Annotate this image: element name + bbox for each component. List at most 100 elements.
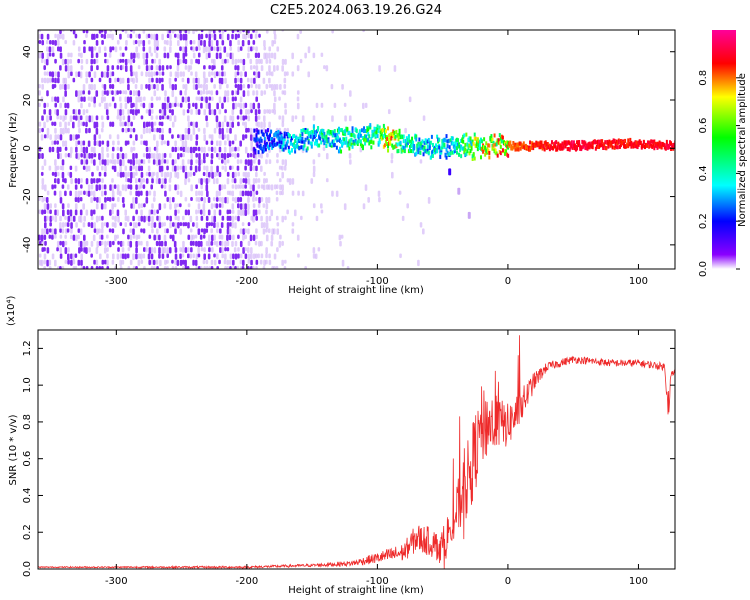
spectrogram-noise-cell — [208, 222, 211, 227]
spectrogram-noise-cell — [278, 96, 281, 101]
spectrogram-signal-cell — [342, 141, 345, 146]
spectrogram-noise-cell — [150, 115, 154, 121]
spectrogram-noise-cell — [124, 165, 128, 171]
spectrogram-noise-cell — [64, 83, 67, 91]
spectrogram-signal-cell — [518, 141, 521, 146]
spectrogram-noise-cell — [90, 184, 94, 190]
spectrogram-signal-cell — [270, 129, 273, 134]
spectrogram-noise-cell — [228, 140, 232, 147]
spectrogram-noise-cell — [160, 140, 164, 146]
spectrogram-noise-cell — [158, 134, 162, 140]
spectrogram-signal-cell — [313, 130, 316, 135]
spectrogram-noise-cell — [232, 234, 235, 241]
spectrogram-noise-cell — [239, 46, 243, 51]
spectrogram-noise-cell — [223, 46, 227, 53]
spectrogram-noise-cell — [218, 190, 221, 197]
spectrogram-noise-cell — [179, 228, 183, 235]
spectrogram-signal-cell — [313, 141, 316, 146]
spectrogram-signal-cell — [277, 136, 280, 141]
spectrogram-noise-cell — [221, 159, 224, 164]
spectrogram-noise-cell — [83, 234, 86, 241]
spectrogram-noise-cell — [221, 196, 224, 204]
spectrogram-noise-cell — [88, 153, 91, 159]
spectrogram-signal-cell — [445, 155, 448, 160]
spectrogram-noise-cell — [148, 247, 152, 254]
spectrogram-noise-cell — [186, 109, 190, 114]
spectrogram-noise-cell — [234, 222, 237, 229]
spectrogram-noise-cell — [90, 178, 94, 185]
spectrogram-signal-cell — [468, 143, 471, 148]
spectrogram-noise-cell — [158, 121, 162, 126]
spectrogram-noise-cell — [48, 109, 52, 116]
spectrogram-noise-cell — [281, 165, 284, 171]
spectrogram-noise-cell — [207, 209, 211, 216]
spectrogram-noise-cell — [208, 109, 212, 116]
spectrogram-noise-cell — [158, 240, 162, 247]
spectrogram-noise-cell — [223, 146, 227, 153]
spectrogram-noise-cell — [226, 215, 230, 221]
spectrogram-noise-cell — [66, 228, 70, 233]
spectrogram-signal-cell — [443, 137, 446, 142]
spectrogram-noise-cell — [132, 159, 135, 166]
spectrogram-signal-cell — [528, 145, 531, 150]
spectrogram-signal-cell — [365, 138, 368, 143]
spectrogram-noise-cell — [116, 159, 120, 165]
spectrogram-noise-cell — [286, 127, 290, 133]
spectrogram-noise-cell — [205, 222, 209, 229]
spectrogram-noise-cell — [121, 77, 125, 84]
spectrogram-noise-cell — [95, 259, 99, 266]
spectrogram-signal-cell — [604, 146, 607, 151]
spectrogram-noise-cell — [100, 228, 104, 234]
spectrogram-signal-cell — [323, 141, 326, 146]
spectrogram-noise-cell — [129, 65, 133, 73]
spectrogram-noise-cell — [231, 90, 234, 96]
spectrogram-noise-cell — [218, 30, 222, 33]
spectrogram-signal-cell — [516, 147, 519, 152]
spectrogram-signal-cell — [296, 141, 299, 146]
spectrogram-noise-cell — [210, 153, 214, 159]
spectrogram-y-tick-label: 40 — [22, 45, 33, 58]
spectrogram-noise-cell — [67, 215, 71, 223]
spectrogram-noise-cell — [197, 77, 200, 85]
spectrogram-signal-cell — [539, 140, 542, 145]
spectrogram-noise-cell — [174, 77, 177, 82]
spectrogram-noise-cell — [101, 266, 104, 269]
spectrogram-noise-cell — [98, 184, 101, 191]
spectrogram-noise-cell — [64, 102, 67, 109]
spectrogram-noise-cell — [43, 121, 46, 129]
spectrogram-signal-cell — [649, 142, 652, 147]
spectrogram-signal-cell — [405, 142, 408, 147]
spectrogram-signal-cell — [415, 137, 418, 142]
spectrogram-noise-cell — [95, 266, 99, 269]
spectrogram-noise-cell — [103, 83, 107, 91]
spectrogram-signal-cell — [400, 134, 403, 139]
spectrogram-noise-cell — [208, 96, 212, 101]
spectrogram-noise-cell — [179, 90, 183, 96]
spectrogram-noise-cell — [171, 90, 175, 98]
spectrogram-signal-cell — [399, 135, 402, 140]
spectrogram-noise-cell — [226, 127, 229, 133]
spectrogram-noise-cell — [171, 30, 175, 34]
spectrogram-signal-cell — [279, 144, 282, 149]
spectrogram-signal-cell — [660, 145, 663, 150]
spectrogram-noise-cell — [244, 178, 248, 184]
spectrogram-noise-cell — [422, 115, 426, 121]
spectrogram-signal-cell — [553, 142, 556, 147]
spectrogram-signal-cell — [659, 141, 662, 146]
spectrogram-signal-cell — [332, 143, 335, 148]
spectrogram-noise-cell — [69, 190, 72, 197]
spectrogram-noise-cell — [54, 171, 57, 178]
spectrogram-noise-cell — [77, 121, 81, 128]
spectrogram-noise-cell — [252, 165, 256, 171]
spectrogram-noise-cell — [205, 90, 209, 95]
spectrogram-noise-cell — [147, 83, 151, 91]
spectrogram-signal-cell — [595, 144, 598, 149]
spectrogram-signal-cell — [624, 144, 627, 149]
spectrogram-noise-cell — [176, 165, 180, 171]
spectrogram-noise-cell — [232, 253, 235, 260]
spectrogram-signal-cell — [370, 145, 373, 150]
spectrogram-noise-cell — [88, 102, 91, 108]
spectrogram-noise-cell — [213, 222, 216, 229]
spectrogram-signal-cell — [528, 147, 531, 152]
spectrogram-noise-cell — [98, 266, 102, 269]
